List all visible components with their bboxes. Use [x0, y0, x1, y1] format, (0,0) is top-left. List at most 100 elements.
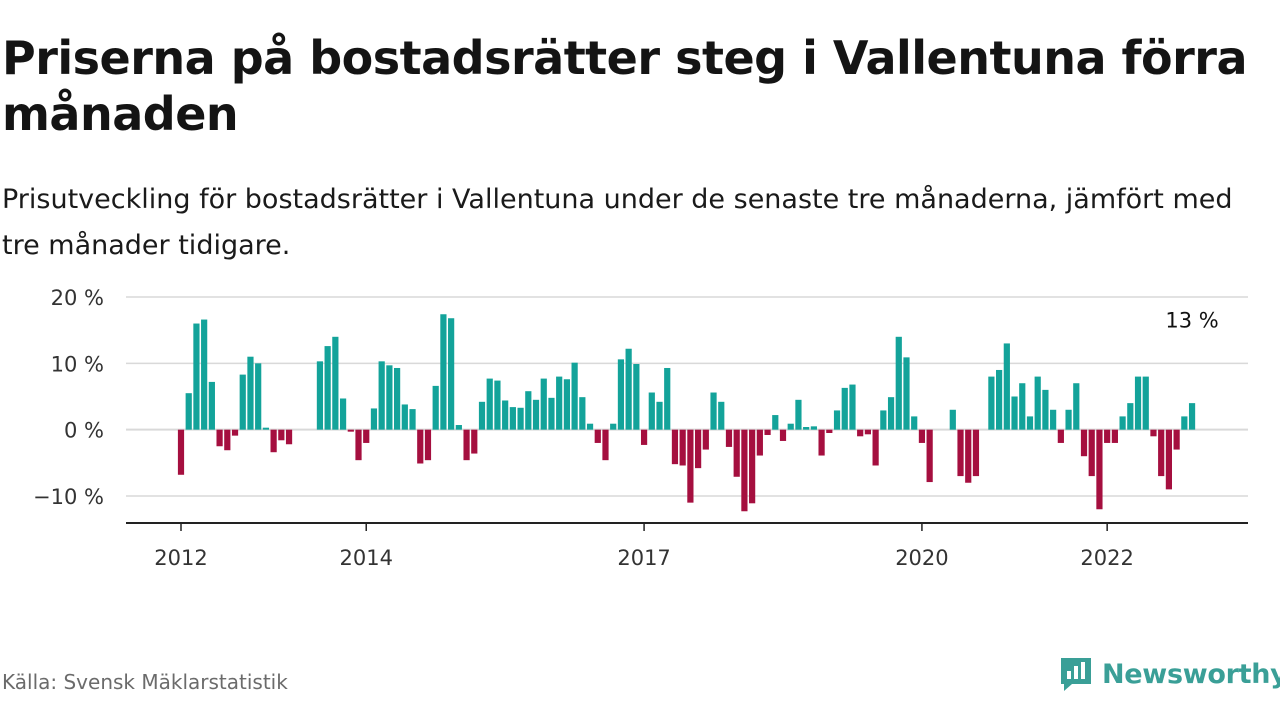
bar	[787, 423, 794, 430]
bar	[818, 429, 825, 456]
bar	[872, 429, 879, 466]
bar	[363, 429, 370, 443]
bar	[911, 416, 918, 430]
bars	[177, 314, 1196, 512]
bar	[463, 429, 470, 461]
bar	[833, 410, 841, 430]
bar	[803, 427, 810, 430]
bar	[1119, 416, 1126, 430]
source-note: Källa: Svensk Mäklarstatistik	[2, 670, 288, 694]
bar	[810, 426, 817, 430]
bar	[285, 429, 293, 445]
bar	[1142, 376, 1149, 430]
bar	[1181, 416, 1188, 430]
bar	[957, 429, 964, 477]
bar	[594, 429, 601, 443]
x-tick-label: 2017	[617, 546, 670, 570]
bar	[1042, 389, 1049, 430]
bar	[695, 429, 702, 469]
bar	[1019, 383, 1026, 430]
x-tick-label: 2012	[154, 546, 207, 570]
bar	[664, 367, 671, 430]
bar	[394, 367, 401, 430]
bar	[255, 363, 262, 430]
bar	[247, 356, 254, 430]
bar	[926, 429, 933, 483]
bar	[965, 429, 972, 483]
bar	[278, 429, 285, 441]
bar	[332, 336, 339, 430]
bar	[1050, 409, 1057, 430]
bar	[988, 376, 995, 430]
bar	[386, 365, 393, 430]
bar	[972, 429, 980, 477]
bar	[1150, 429, 1157, 437]
bar	[949, 409, 956, 430]
bar	[417, 429, 424, 464]
bar	[725, 429, 733, 447]
bar	[633, 364, 640, 430]
bar	[1080, 429, 1088, 457]
newsworthy-logo-icon	[1061, 658, 1091, 691]
bar	[270, 429, 277, 453]
bar	[502, 400, 509, 430]
newsworthy-logo[interactable]: Newsworthy	[1058, 654, 1280, 694]
bar	[996, 369, 1003, 430]
bar	[378, 361, 385, 430]
bar	[355, 429, 362, 461]
last-value-annotation: 13 %	[1165, 308, 1218, 332]
bar	[548, 397, 555, 430]
bar	[339, 398, 347, 430]
y-tick-label: 20 %	[51, 286, 104, 310]
bar	[617, 359, 625, 430]
bar	[370, 408, 378, 430]
bar	[640, 429, 648, 445]
bar	[687, 429, 694, 503]
bar	[401, 404, 408, 430]
bar	[239, 374, 246, 430]
bar	[216, 429, 223, 447]
bar	[1127, 403, 1134, 430]
bar	[625, 348, 632, 430]
gridlines	[126, 296, 1248, 497]
bar	[486, 378, 493, 430]
bar	[316, 361, 324, 430]
bar	[918, 429, 926, 443]
bar	[656, 401, 663, 430]
bar	[1104, 429, 1111, 443]
bar	[579, 397, 586, 430]
bar	[772, 415, 779, 430]
bar	[779, 429, 787, 441]
x-tick-label: 2014	[340, 546, 393, 570]
bar	[494, 380, 501, 430]
bar	[1165, 429, 1172, 490]
bar	[586, 423, 594, 430]
bar	[880, 410, 887, 430]
chart-title: Priserna på bostadsrätter steg i Vallent…	[2, 31, 1248, 141]
bar	[231, 429, 239, 436]
bar	[208, 381, 215, 430]
bar	[648, 392, 655, 430]
bar	[556, 376, 563, 430]
bar	[903, 357, 910, 430]
bar	[864, 429, 871, 435]
bar	[440, 314, 447, 430]
bar	[826, 429, 833, 433]
y-tick-label: 10 %	[51, 352, 104, 376]
bar	[409, 409, 416, 430]
bar	[733, 429, 740, 477]
bar	[1026, 416, 1034, 430]
chart-subtitle: Prisutveckling för bostadsrätter i Valle…	[2, 184, 1233, 261]
bar	[1011, 396, 1018, 430]
bar	[517, 407, 524, 430]
bar	[448, 318, 455, 430]
bar	[610, 423, 617, 430]
bar	[432, 385, 439, 430]
bar	[1057, 429, 1064, 443]
bar	[841, 387, 848, 430]
bar	[749, 429, 756, 504]
x-tick-label: 2022	[1080, 546, 1133, 570]
bar	[1003, 343, 1010, 430]
y-tick-label: −10 %	[33, 485, 104, 509]
bar	[741, 429, 748, 512]
